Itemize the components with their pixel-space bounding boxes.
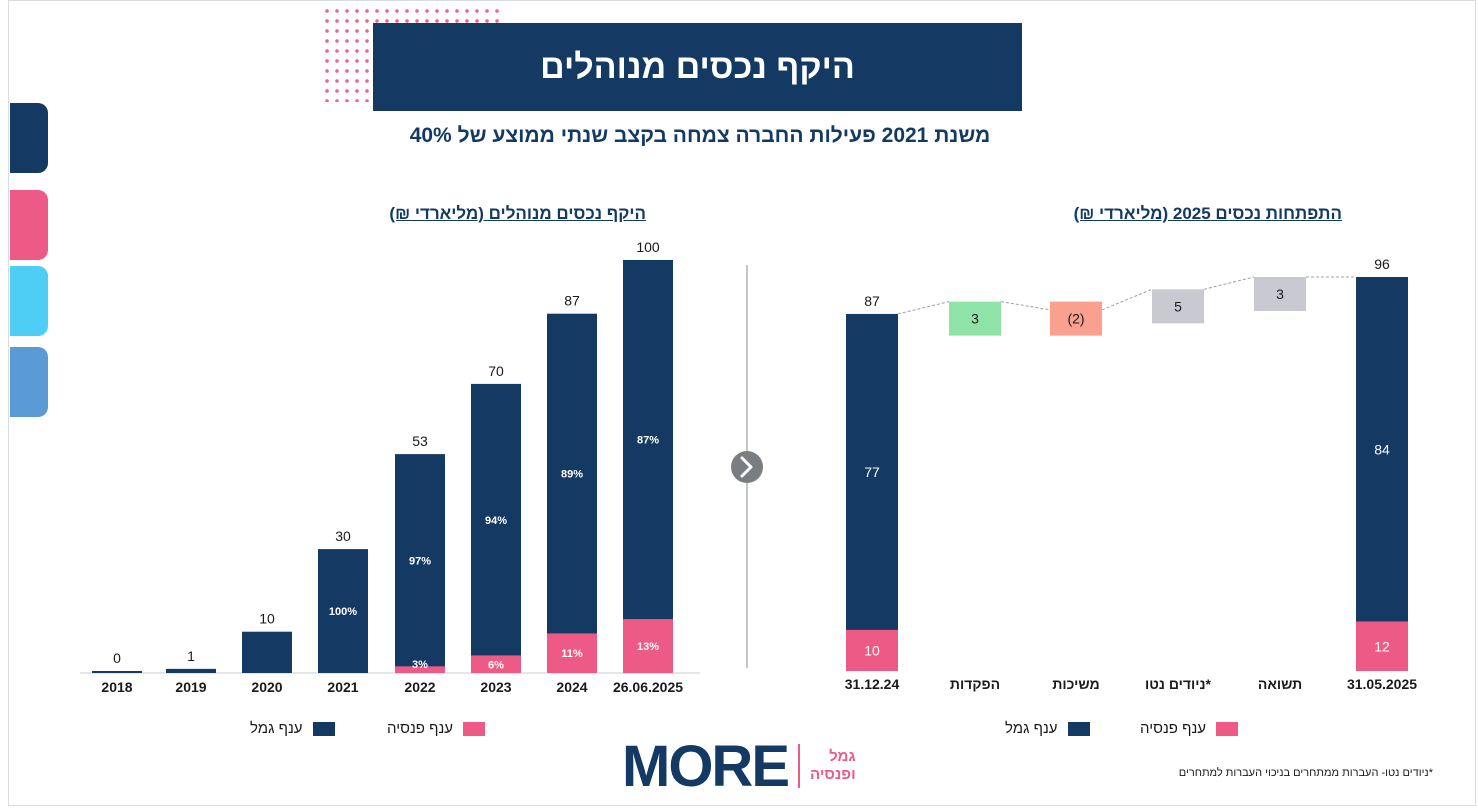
right-legend-gemel: ענף גמל: [1005, 720, 1090, 737]
bar-gemel-2024: [547, 313, 597, 634]
logo-separator: [798, 744, 800, 788]
wf-x-tick-label: משיכות: [1052, 676, 1099, 692]
side-tab-blue[interactable]: [10, 347, 48, 417]
right-chart-title: התפתחות נכסים 2025 (מליארדי ₪): [1073, 204, 1342, 223]
bar-gemel-2019: [166, 668, 216, 673]
side-tab-cyan[interactable]: [10, 266, 48, 336]
wf-connector: [897, 301, 950, 315]
legend-label-gemel: ענף גמל: [1005, 720, 1058, 737]
wf-bar-gemel: [1356, 277, 1408, 622]
legend-swatch-pension: [1216, 721, 1239, 736]
bar-pension-pct: 13%: [637, 641, 659, 653]
side-tab-pink[interactable]: [10, 190, 48, 260]
bar-pension-26.06.2025: [623, 619, 673, 673]
wf-bar-gemel: [846, 313, 898, 630]
wf-delta-bar: [1152, 289, 1204, 324]
wf-delta-label: 5: [1174, 298, 1182, 314]
wf-x-tick-label: ניודים נטו*: [1145, 676, 1211, 692]
bar-total-label: 53: [412, 433, 428, 449]
wf-delta-label: 3: [1276, 286, 1284, 302]
wf-x-tick-label: 31.12.24: [845, 676, 900, 692]
bar-gemel-2023: [471, 383, 521, 656]
bar-gemel-2018: [92, 671, 142, 673]
x-tick-label: 2022: [404, 679, 435, 695]
wf-x-tick-label: תשואה: [1258, 676, 1302, 692]
wf-delta-bar: [949, 301, 1001, 336]
wf-delta-bar: [1254, 277, 1306, 311]
x-tick-label: 26.06.2025: [613, 679, 683, 695]
title-banner: היקף נכסים מנוהלים: [373, 23, 1022, 111]
wf-pension-value: 10: [864, 642, 880, 658]
bar-total-label: 70: [488, 363, 504, 379]
bar-pension-pct: 11%: [561, 648, 583, 660]
legend-label-pension: ענף פנסיה: [387, 720, 454, 737]
x-tick-label: 2019: [175, 679, 206, 695]
wf-bar-pension: [846, 629, 898, 671]
chevron-right-icon-glyph: [740, 456, 753, 478]
wf-gemel-value: 84: [1374, 441, 1390, 457]
slide-frame: [8, 0, 1476, 806]
bar-total-label: 10: [259, 611, 275, 627]
logo-line-2: ופנסיה: [810, 766, 856, 783]
bar-total-label: 30: [335, 528, 351, 544]
chevron-right-icon: [731, 451, 763, 483]
wf-x-tick-label: 31.05.2025: [1347, 676, 1417, 692]
bar-gemel-pct: 100%: [329, 606, 357, 618]
legend-label-pension: ענף פנסיה: [1140, 720, 1207, 737]
legend-swatch-gemel: [312, 721, 335, 736]
logo-subtitle: גמל ופנסיה: [810, 748, 856, 784]
left-chart-title: היקף נכסים מנוהלים (מליארדי ₪): [389, 204, 646, 223]
logo-wordmark: MORE: [622, 733, 790, 799]
wf-bar-pension: [1356, 621, 1408, 671]
bar-total-label: 1: [187, 648, 195, 664]
bar-gemel-pct: 97%: [409, 555, 431, 567]
x-tick-label: 2021: [327, 679, 358, 695]
wf-delta-label: (2): [1067, 311, 1084, 327]
bar-total-label: 0: [113, 650, 121, 666]
x-tick-label: 2023: [480, 679, 511, 695]
wf-total-label: 87: [864, 293, 880, 309]
bar-pension-pct: 6%: [488, 659, 504, 671]
bar-pension-2023: [471, 655, 521, 673]
left-legend-pension: ענף פנסיה: [387, 720, 486, 737]
wf-connector: [1203, 276, 1255, 290]
bar-pension-2022: [395, 666, 445, 673]
wf-pension-value: 12: [1374, 638, 1390, 654]
bar-pension-2024: [547, 633, 597, 673]
bar-gemel-pct: 87%: [637, 435, 659, 447]
bar-gemel-26.06.2025: [623, 260, 673, 620]
bar-total-label: 100: [636, 239, 660, 255]
legend-swatch-gemel: [1067, 721, 1090, 736]
legend-swatch-pension: [463, 721, 486, 736]
page-title: היקף נכסים מנוהלים: [540, 47, 855, 86]
bar-gemel-2021: [318, 549, 368, 673]
x-tick-label: 2024: [556, 679, 587, 695]
x-tick-label: 2020: [251, 679, 282, 695]
bar-gemel-2022: [395, 454, 445, 667]
logo-line-1: גמל: [829, 748, 856, 765]
wf-total-label: 96: [1374, 256, 1390, 272]
wf-delta-label: 3: [971, 311, 979, 327]
x-tick-label: 2018: [101, 679, 132, 695]
bar-pension-pct: 3%: [412, 659, 428, 671]
bar-gemel-2020: [242, 631, 292, 673]
left-legend-gemel: ענף גמל: [250, 720, 335, 737]
right-legend-pension: ענף פנסיה: [1140, 720, 1239, 737]
wf-connector: [1000, 301, 1051, 311]
more-logo: MORE גמל ופנסיה: [622, 734, 856, 799]
legend-label-gemel: ענף גמל: [250, 720, 303, 737]
wf-gemel-value: 77: [864, 464, 880, 480]
bar-gemel-pct: 94%: [485, 515, 507, 527]
footnote: *ניודים נטו- העברות ממתחרים בניכוי העברו…: [1178, 767, 1433, 779]
bar-total-label: 87: [564, 293, 580, 309]
side-tab-navy[interactable]: [10, 103, 48, 173]
bar-gemel-pct: 89%: [561, 469, 583, 481]
page-subtitle: משנת 2021 פעילות החברה צמחה בקצב שנתי ממ…: [409, 124, 991, 147]
wf-delta-bar: [1050, 301, 1102, 336]
wf-x-tick-label: הפקדות: [950, 676, 1000, 692]
wf-connector: [1101, 288, 1153, 311]
